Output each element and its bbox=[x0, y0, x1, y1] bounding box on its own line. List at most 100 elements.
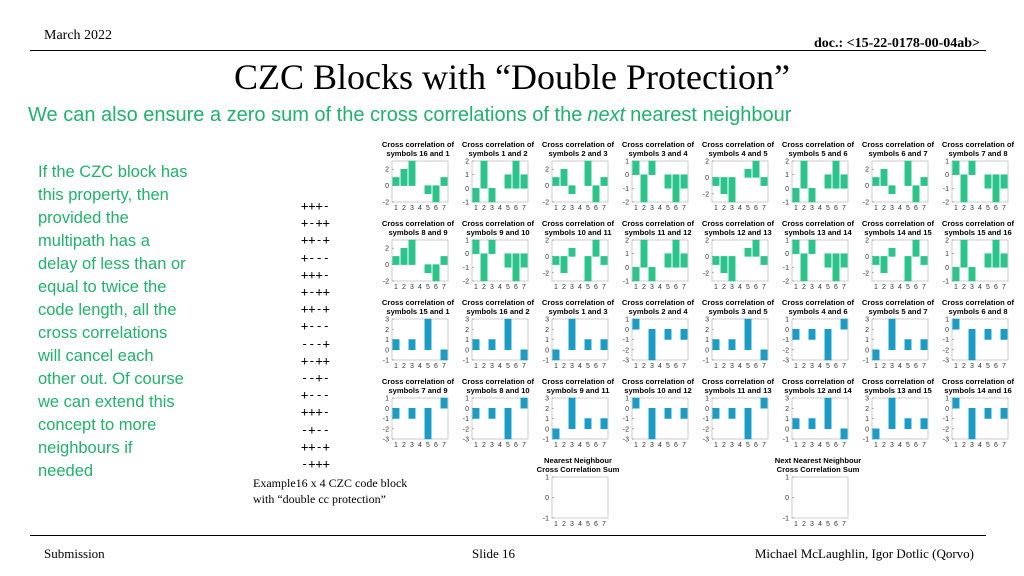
bar bbox=[632, 397, 640, 409]
y-tick-label: 0 bbox=[465, 186, 469, 193]
x-tick-label: 5 bbox=[746, 442, 750, 449]
panel-title: symbols 13 and 15 bbox=[864, 386, 932, 395]
bar bbox=[408, 339, 416, 350]
bar bbox=[712, 177, 720, 186]
y-tick-label: -3 bbox=[463, 437, 469, 444]
x-tick-label: 4 bbox=[978, 205, 982, 212]
bar bbox=[752, 160, 760, 178]
y-tick-label: -1 bbox=[463, 358, 469, 365]
panel-title: symbols 5 and 6 bbox=[788, 149, 847, 158]
y-tick-label: 1 bbox=[785, 317, 789, 324]
bar bbox=[392, 256, 400, 265]
bar bbox=[984, 408, 992, 419]
x-tick-label: 3 bbox=[810, 205, 814, 212]
code-line: --+- bbox=[301, 371, 330, 386]
plot-frame bbox=[951, 397, 1009, 440]
panel-title: Cross correlation of bbox=[702, 377, 775, 386]
bar bbox=[968, 329, 976, 361]
x-tick-label: 1 bbox=[474, 442, 478, 449]
panel-title: Cross correlation of bbox=[862, 377, 935, 386]
panel-title: Cross correlation of bbox=[462, 140, 535, 149]
bar bbox=[872, 428, 880, 440]
panel-title: Cross correlation of bbox=[382, 140, 455, 149]
bar bbox=[680, 408, 688, 419]
y-tick-label: -1 bbox=[623, 186, 629, 193]
x-tick-label: 1 bbox=[554, 284, 558, 291]
subtitle-emphasis: next bbox=[587, 104, 626, 126]
bar bbox=[392, 408, 400, 419]
body-line: provided the bbox=[38, 209, 129, 227]
y-tick-label: -2 bbox=[943, 426, 949, 433]
x-tick-label: 7 bbox=[762, 284, 766, 291]
y-tick-label: 3 bbox=[705, 317, 709, 324]
x-tick-label: 7 bbox=[522, 284, 526, 291]
x-tick-label: 4 bbox=[818, 284, 822, 291]
x-tick-label: 2 bbox=[562, 363, 566, 370]
x-tick-label: 7 bbox=[602, 442, 606, 449]
x-tick-label: 6 bbox=[834, 363, 838, 370]
bar bbox=[520, 349, 528, 361]
bar bbox=[880, 256, 888, 274]
y-tick-label: 0 bbox=[625, 406, 629, 413]
x-tick-label: 2 bbox=[562, 521, 566, 528]
x-tick-label: 7 bbox=[842, 284, 846, 291]
x-tick-label: 2 bbox=[802, 363, 806, 370]
y-tick-label: -1 bbox=[463, 265, 469, 272]
bar bbox=[792, 239, 800, 254]
x-tick-label: 4 bbox=[738, 442, 742, 449]
bar bbox=[424, 264, 432, 274]
panel-title: symbols 2 and 4 bbox=[628, 307, 688, 316]
panel-title: symbols 6 and 8 bbox=[948, 307, 1007, 316]
bar bbox=[440, 256, 448, 265]
x-tick-label: 3 bbox=[970, 284, 974, 291]
y-tick-label: 0 bbox=[945, 265, 949, 272]
y-tick-label: 1 bbox=[785, 172, 789, 179]
plot-frame bbox=[471, 397, 529, 440]
x-tick-label: 3 bbox=[490, 284, 494, 291]
panel-title: Cross correlation of bbox=[382, 298, 455, 307]
y-tick-label: 0 bbox=[545, 254, 549, 261]
y-tick-label: 3 bbox=[465, 317, 469, 324]
bar bbox=[592, 185, 600, 203]
panel-title: Cross correlation of bbox=[542, 377, 615, 386]
y-tick-label: -1 bbox=[543, 358, 549, 365]
x-tick-label: 5 bbox=[746, 205, 750, 212]
x-tick-label: 5 bbox=[986, 363, 990, 370]
x-tick-label: 2 bbox=[722, 442, 726, 449]
bar bbox=[904, 339, 912, 350]
y-tick-label: 0 bbox=[865, 254, 869, 261]
bar bbox=[824, 174, 832, 189]
x-tick-label: 4 bbox=[978, 284, 982, 291]
x-tick-label: 6 bbox=[514, 363, 518, 370]
x-tick-label: 2 bbox=[482, 284, 486, 291]
bar bbox=[872, 349, 880, 361]
y-tick-label: -1 bbox=[623, 416, 629, 423]
x-tick-label: 2 bbox=[802, 521, 806, 528]
bar bbox=[1000, 174, 1008, 189]
x-tick-label: 3 bbox=[570, 284, 574, 291]
y-tick-label: 0 bbox=[625, 327, 629, 334]
code-line: +--- bbox=[301, 319, 330, 334]
y-tick-label: 0 bbox=[785, 426, 789, 433]
panel-title: Cross correlation of bbox=[942, 377, 1015, 386]
plot-frame bbox=[711, 318, 769, 361]
x-tick-label: 5 bbox=[746, 284, 750, 291]
x-tick-label: 4 bbox=[578, 442, 582, 449]
y-tick-label: 0 bbox=[385, 406, 389, 413]
bar bbox=[488, 239, 496, 254]
bar bbox=[632, 160, 640, 175]
x-tick-label: 3 bbox=[410, 442, 414, 449]
x-tick-label: 2 bbox=[482, 442, 486, 449]
bar bbox=[920, 339, 928, 350]
x-tick-label: 2 bbox=[722, 284, 726, 291]
bar bbox=[760, 256, 768, 265]
y-tick-label: 3 bbox=[785, 396, 789, 403]
y-tick-label: 0 bbox=[625, 172, 629, 179]
x-tick-label: 5 bbox=[586, 442, 590, 449]
y-tick-label: -1 bbox=[543, 516, 549, 523]
x-tick-label: 7 bbox=[522, 442, 526, 449]
bar bbox=[504, 253, 512, 268]
plot-frame bbox=[551, 239, 609, 282]
x-tick-label: 6 bbox=[754, 442, 758, 449]
x-tick-label: 7 bbox=[922, 284, 926, 291]
